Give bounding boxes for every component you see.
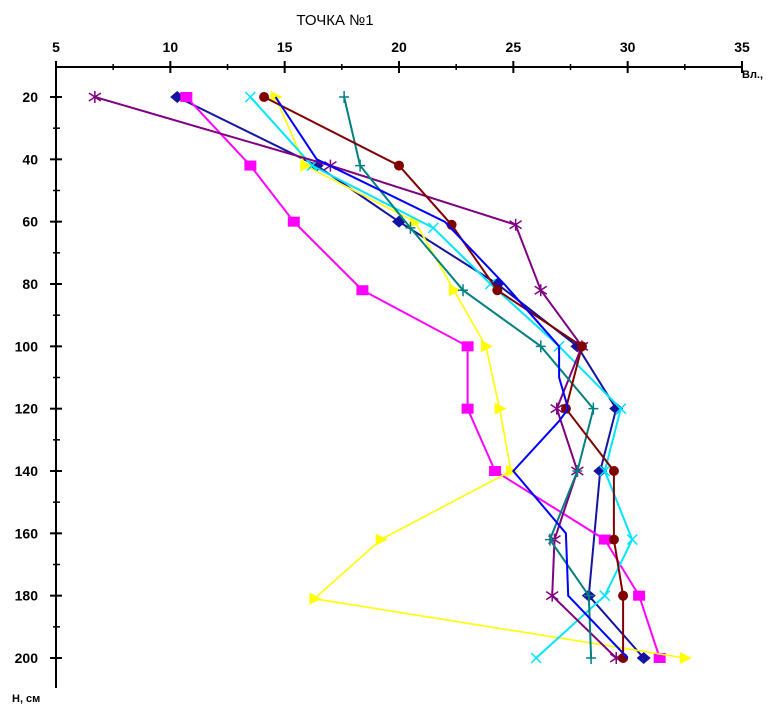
data-point [509, 218, 523, 231]
y-tick-label: 100 [15, 338, 39, 354]
x-tick-label: 35 [734, 39, 750, 55]
data-point [259, 92, 270, 102]
series-3 [270, 91, 692, 664]
data-point [530, 652, 542, 664]
data-point [608, 466, 619, 476]
series-line [274, 96, 685, 659]
series-6 [339, 91, 599, 664]
data-point [586, 652, 597, 664]
series-line [274, 96, 629, 659]
data-point [588, 402, 599, 415]
y-axis-ticks: 20 40 60 80 100 120 140 160 180 200 [15, 89, 62, 666]
data-point [458, 284, 469, 297]
data-point [355, 159, 366, 172]
series-5 [88, 91, 623, 664]
y-tick-label: 180 [15, 588, 39, 604]
data-point [492, 285, 503, 296]
data-point [599, 590, 611, 602]
y-tick-label: 60 [22, 214, 38, 230]
data-point [427, 222, 439, 234]
data-point [489, 466, 502, 476]
data-point [653, 653, 666, 663]
data-point [550, 402, 564, 415]
data-point [544, 533, 555, 546]
data-point [679, 652, 692, 664]
y-tick-label: 40 [22, 151, 38, 167]
data-point [356, 285, 369, 296]
x-tick-label: 30 [620, 39, 636, 55]
series-4 [244, 91, 638, 664]
data-point [599, 465, 611, 477]
series-1 [170, 91, 651, 664]
data-point [88, 91, 102, 103]
data-point [461, 341, 474, 352]
y-tick-label: 140 [15, 463, 39, 479]
y-tick-label: 80 [22, 276, 38, 292]
data-point [309, 592, 322, 605]
data-point [461, 403, 474, 414]
y-tick-label: 20 [22, 89, 38, 105]
x-tick-label: 5 [52, 39, 60, 55]
data-point [287, 216, 300, 227]
data-point [535, 340, 546, 353]
y-axis-label: Н, см [12, 693, 40, 704]
x-axis-label: Вл., [742, 69, 763, 81]
data-point [636, 652, 651, 664]
data-point [545, 589, 559, 602]
data-point [598, 534, 611, 545]
data-point [633, 590, 646, 601]
x-tick-label: 25 [506, 39, 522, 55]
data-point [534, 284, 548, 297]
data-point [300, 159, 313, 172]
data-point [180, 92, 193, 102]
data-point [618, 590, 629, 601]
x-tick-label: 15 [277, 39, 293, 55]
data-point [244, 91, 256, 103]
x-tick-label: 10 [163, 39, 179, 55]
data-point [410, 215, 423, 228]
series-line [263, 96, 625, 658]
data-point [375, 533, 388, 546]
series-2 [180, 92, 666, 663]
series-7 [259, 92, 629, 663]
data-point [339, 91, 350, 103]
data-point [593, 465, 608, 477]
chart-title: ТОЧКА №1 [296, 12, 373, 29]
series-line [343, 96, 595, 659]
y-tick-label: 200 [15, 650, 39, 666]
series-layer [88, 91, 692, 664]
data-point [405, 221, 416, 234]
data-point [394, 160, 404, 171]
y-tick-label: 120 [15, 401, 39, 417]
series-line [185, 96, 661, 659]
y-tick-label: 160 [15, 525, 39, 541]
data-point [448, 284, 461, 297]
series-8 [274, 96, 629, 659]
data-point [608, 534, 619, 545]
data-point [244, 160, 257, 171]
data-point [626, 534, 638, 546]
data-point [494, 402, 507, 415]
data-point [480, 340, 493, 353]
data-point [576, 341, 587, 352]
data-point [615, 403, 627, 415]
data-point [572, 465, 583, 477]
series-line [94, 96, 617, 659]
data-point [583, 589, 594, 602]
x-tick-label: 20 [391, 39, 407, 55]
